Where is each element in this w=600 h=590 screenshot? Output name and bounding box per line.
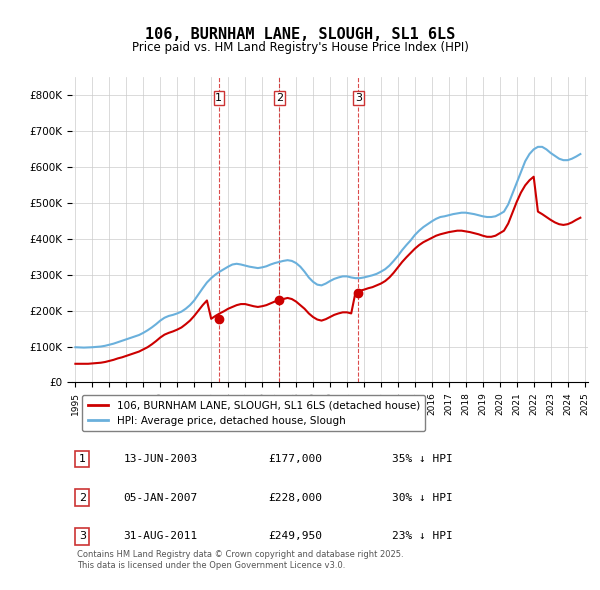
Text: 106, BURNHAM LANE, SLOUGH, SL1 6LS: 106, BURNHAM LANE, SLOUGH, SL1 6LS — [145, 27, 455, 41]
Text: £177,000: £177,000 — [268, 454, 322, 464]
Text: 1: 1 — [79, 454, 86, 464]
Text: 13-JUN-2003: 13-JUN-2003 — [124, 454, 198, 464]
Text: Price paid vs. HM Land Registry's House Price Index (HPI): Price paid vs. HM Land Registry's House … — [131, 41, 469, 54]
Text: 3: 3 — [355, 93, 362, 103]
Text: £249,950: £249,950 — [268, 532, 322, 542]
Legend: 106, BURNHAM LANE, SLOUGH, SL1 6LS (detached house), HPI: Average price, detache: 106, BURNHAM LANE, SLOUGH, SL1 6LS (deta… — [82, 395, 425, 431]
Text: 2: 2 — [79, 493, 86, 503]
Text: £228,000: £228,000 — [268, 493, 322, 503]
Text: 31-AUG-2011: 31-AUG-2011 — [124, 532, 198, 542]
Text: Contains HM Land Registry data © Crown copyright and database right 2025.
This d: Contains HM Land Registry data © Crown c… — [77, 550, 404, 570]
Text: 2: 2 — [276, 93, 283, 103]
Text: 35% ↓ HPI: 35% ↓ HPI — [392, 454, 452, 464]
Text: 30% ↓ HPI: 30% ↓ HPI — [392, 493, 452, 503]
Text: 05-JAN-2007: 05-JAN-2007 — [124, 493, 198, 503]
Text: 1: 1 — [215, 93, 223, 103]
Text: 3: 3 — [79, 532, 86, 542]
Text: 23% ↓ HPI: 23% ↓ HPI — [392, 532, 452, 542]
